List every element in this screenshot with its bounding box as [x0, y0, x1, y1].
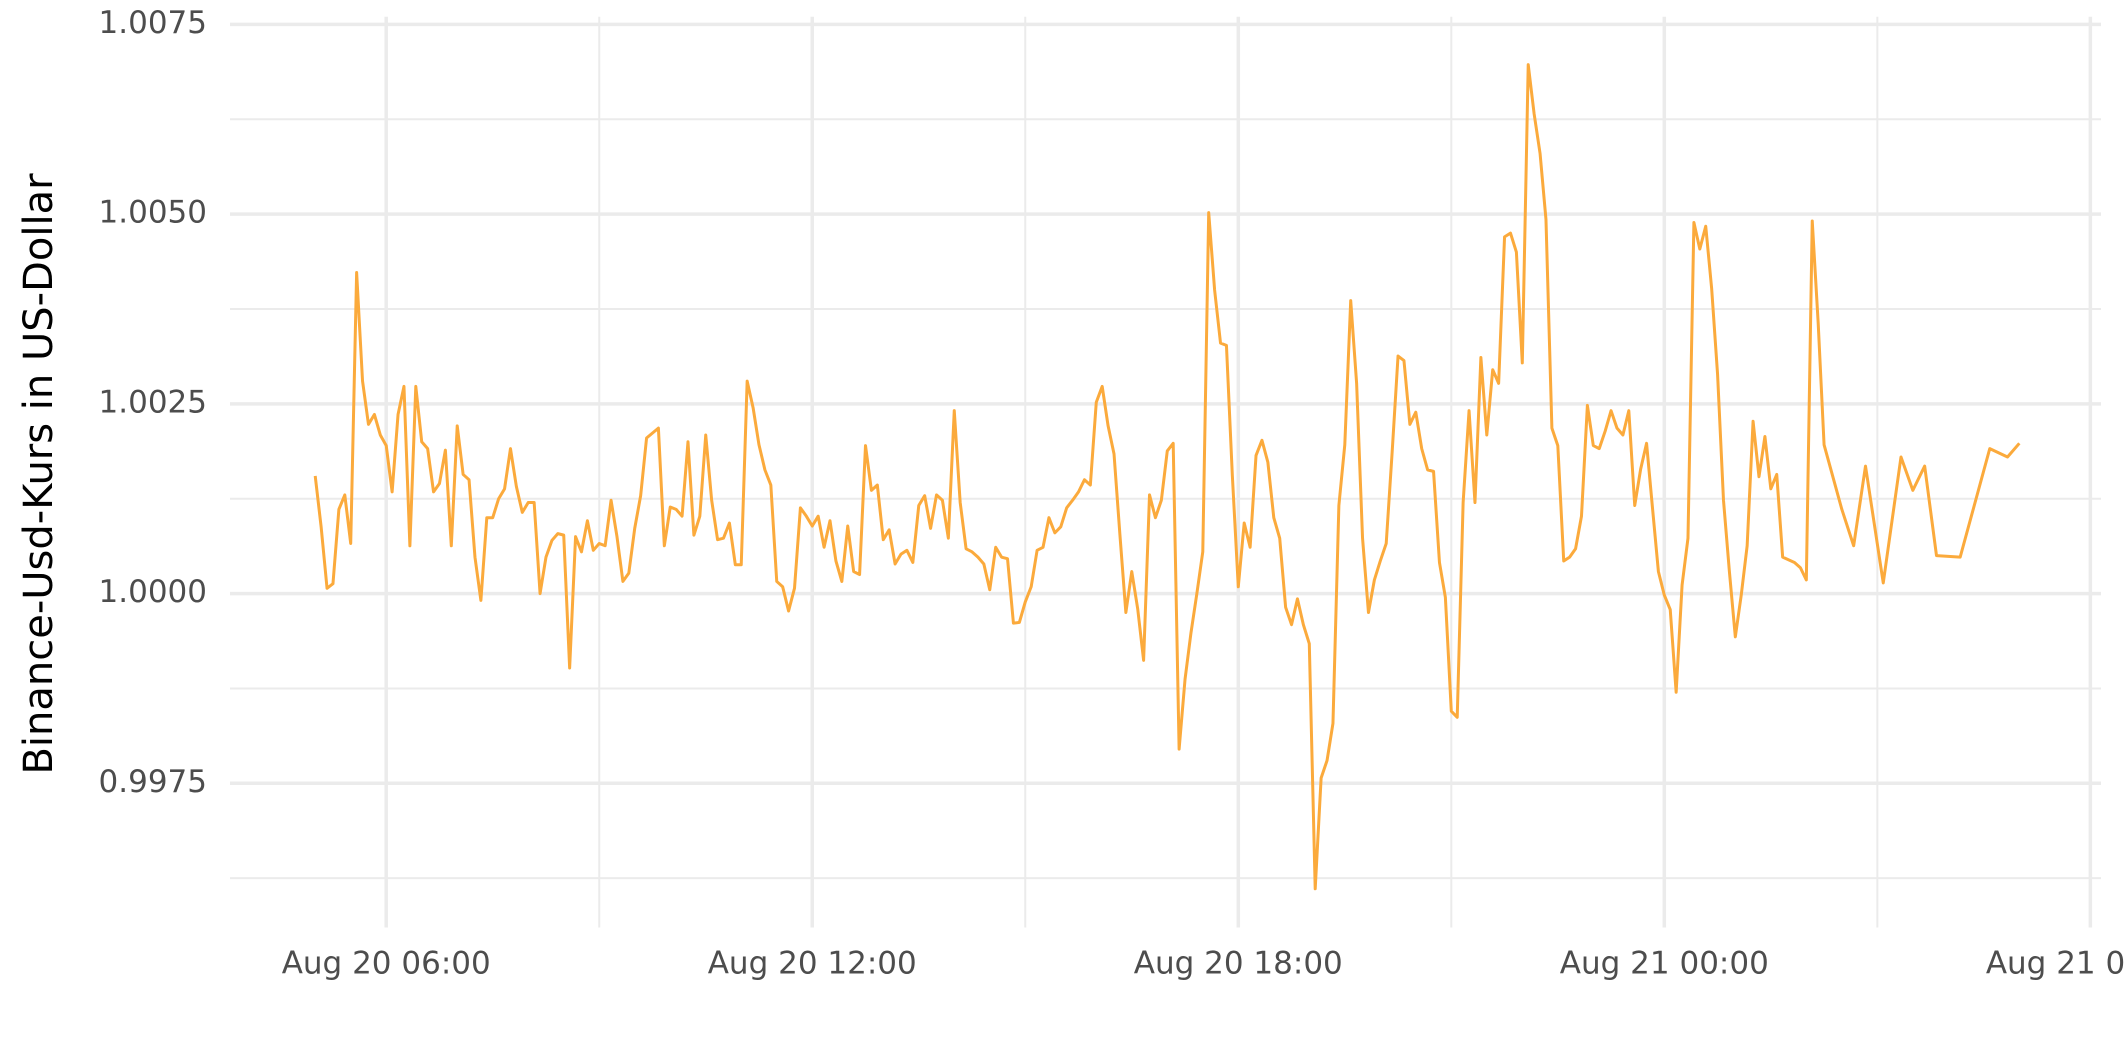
x-tick-label: Aug 20 12:00 — [708, 946, 917, 982]
price-line — [313, 63, 2021, 891]
x-tick-label: Aug 21 00:00 — [1560, 946, 1769, 982]
y-axis-title: Binance-Usd-Kurs in US-Dollar — [16, 173, 62, 775]
x-tick-label: Aug 21 06:00 — [1986, 946, 2125, 982]
x-tick-label: Aug 20 06:00 — [282, 946, 491, 982]
x-tick-label: Aug 20 18:00 — [1134, 946, 1343, 982]
y-tick-label: 1.0025 — [99, 384, 207, 420]
y-tick-label: 1.0075 — [99, 5, 207, 41]
y-tick-label: 0.9975 — [99, 764, 207, 800]
y-tick-label: 1.0000 — [99, 574, 207, 610]
y-tick-label: 1.0050 — [99, 195, 207, 231]
